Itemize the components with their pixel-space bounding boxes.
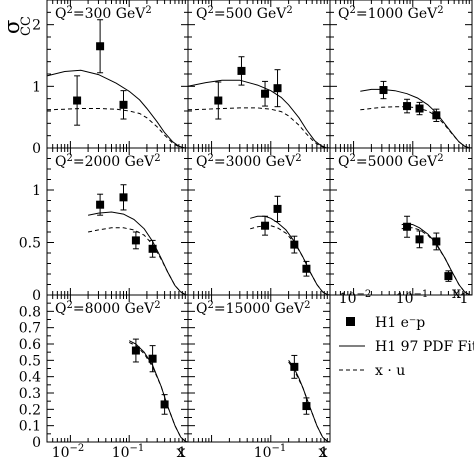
fit-curve: [360, 88, 473, 149]
y-axis-label: σ: [0, 20, 24, 34]
data-point: [160, 400, 169, 409]
y-tick-label: 2: [32, 18, 41, 34]
y-tick-label: 0.1: [19, 419, 41, 435]
y-tick-label: 0: [32, 141, 41, 157]
x-tick-label: 10−1: [396, 289, 429, 307]
xu-curve: [46, 108, 189, 149]
y-tick-label: 0.5: [19, 236, 41, 252]
panel-frame: [187, 294, 331, 443]
panel-frame: [46, 294, 189, 443]
panel-frame: [46, 0, 189, 149]
data-point: [444, 272, 453, 281]
data-point: [96, 200, 105, 209]
panel-frame: [46, 147, 189, 296]
panel-title: Q2=15000 GeV2: [196, 300, 311, 317]
panel-title: Q2=5000 GeV2: [338, 153, 444, 170]
panel-6: Q2=5000 GeV2: [329, 147, 473, 296]
panel-title: Q2=300 GeV2: [55, 5, 152, 22]
data-point: [273, 84, 282, 93]
panel-4: 0 0.5 1 Q2=2000 GeV2: [19, 147, 189, 304]
fit-curve: [401, 223, 473, 296]
panel-2: Q2=500 GeV2: [187, 0, 331, 149]
data-point: [261, 89, 270, 98]
xu-curve: [128, 341, 189, 443]
data-point: [119, 193, 128, 202]
panel-8: Q2=15000 GeV2: [187, 294, 331, 443]
x-tick-label: 10−1: [254, 443, 287, 460]
y-tick-label: 1: [32, 79, 41, 95]
legend: H1 e⁻p H1 97 PDF Fit x · u: [339, 315, 474, 379]
legend-label-xu: x · u: [375, 363, 405, 379]
panel-title: Q2=8000 GeV2: [55, 300, 161, 317]
y-tick-label: 1: [32, 183, 41, 199]
data-point: [415, 235, 424, 244]
y-tick-label: 0.8: [19, 304, 41, 320]
panel-title: Q2=3000 GeV2: [196, 153, 302, 170]
y-tick-label: 0.4: [19, 370, 41, 386]
data-point: [261, 221, 270, 230]
y-tick-label: 0.2: [19, 402, 41, 418]
data-point: [432, 237, 441, 246]
data-point: [237, 66, 246, 75]
xu-curve: [401, 227, 473, 296]
panel-title: Q2=1000 GeV2: [338, 5, 444, 22]
data-point: [290, 362, 299, 371]
data-point: [148, 354, 157, 363]
data-point: [415, 104, 424, 113]
x-tick-label: 10−2: [339, 289, 372, 307]
y-tick-label: 0.6: [19, 337, 41, 353]
data-point: [403, 222, 412, 231]
x-tick-label: 1: [460, 291, 469, 307]
y-axis-title: σ CC: [0, 16, 34, 36]
y-tick-label: 0: [32, 288, 41, 304]
x-axis-label-middle: x: [318, 442, 327, 460]
data-point: [302, 402, 311, 411]
panel-frame: [187, 0, 331, 149]
y-tick-label: 0.7: [19, 321, 41, 337]
data-point: [148, 244, 157, 253]
panel-1: 0 1 2 Q2=300 GeV2: [32, 0, 189, 157]
panel-7: 00.10.20.30.40.50.60.70.8 Q2=8000 GeV2: [19, 294, 189, 451]
panel-frame: [329, 0, 473, 149]
legend-label-fit: H1 97 PDF Fit: [375, 339, 474, 355]
fit-curve: [128, 340, 189, 443]
x-axis-label-right: x: [452, 283, 461, 302]
data-point: [131, 346, 140, 355]
panel-frame: [187, 147, 331, 296]
data-point: [273, 204, 282, 213]
data-point: [131, 236, 140, 245]
data-point: [214, 96, 223, 105]
data-point: [302, 264, 311, 273]
data-point: [432, 111, 441, 120]
x-tick-label: 1: [178, 445, 187, 460]
y-tick-label: 0.3: [19, 386, 41, 402]
panel-3: Q2=1000 GeV2: [329, 0, 473, 149]
data-point: [96, 42, 105, 51]
data-point: [290, 240, 299, 249]
y-axis-label-subscript: CC: [19, 16, 34, 36]
legend-label-data: H1 e⁻p: [375, 315, 425, 331]
legend-marker-data: [346, 317, 355, 326]
x-tick-label: 10−2: [52, 443, 85, 460]
xu-curve: [360, 106, 473, 149]
x-tick-label: 10−1: [112, 443, 145, 460]
panel-title: Q2=2000 GeV2: [55, 153, 161, 170]
data-point: [119, 100, 128, 109]
data-point: [403, 102, 412, 111]
x-axis-label-left: x: [176, 442, 185, 460]
x-tick-label: 1: [320, 445, 329, 460]
y-tick-label: 0.5: [19, 353, 41, 369]
panel-title: Q2=500 GeV2: [196, 5, 293, 22]
fit-curve: [187, 79, 331, 149]
xu-curve: [187, 107, 331, 149]
data-point: [379, 86, 388, 95]
y-tick-label: 0: [32, 435, 41, 451]
panel-5: Q2=3000 GeV2: [187, 147, 331, 296]
data-point: [73, 96, 82, 105]
fit-curve: [46, 69, 189, 149]
